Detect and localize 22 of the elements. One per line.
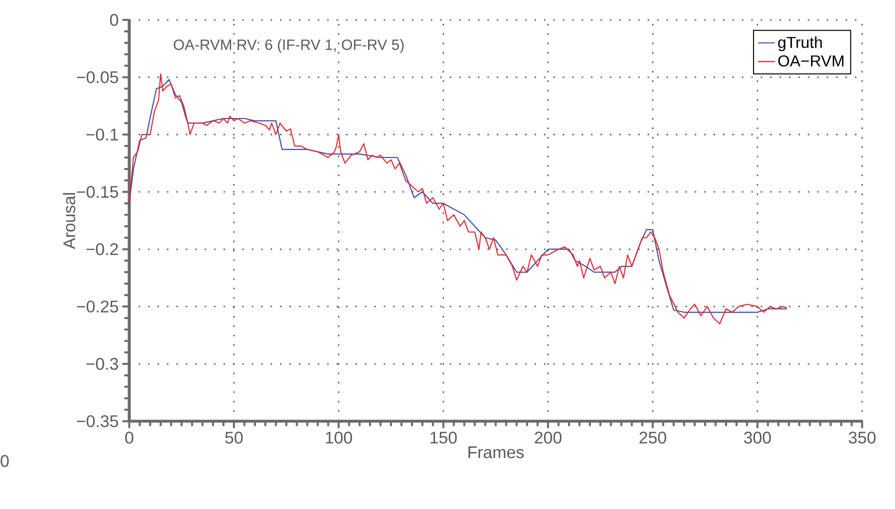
legend-label: OA−RVM <box>778 55 844 67</box>
y-tick-label: −0.3 <box>86 358 118 370</box>
x-tick-label: 200 <box>534 432 562 444</box>
text: 0 <box>0 455 9 468</box>
y-tick-label: −0.05 <box>76 71 118 84</box>
x-tick-label: 100 <box>326 432 352 444</box>
x-tick-label: 150 <box>430 432 457 444</box>
y-tick-label: 0 <box>110 14 118 26</box>
legend-label: gTruth <box>778 36 822 52</box>
y-tick-label: −0.2 <box>86 243 118 256</box>
y-tick-label: −0.1 <box>86 128 118 141</box>
y-tick-label: −0.15 <box>76 186 118 198</box>
y-axis-title: Arousal <box>62 193 76 250</box>
x-tick-label: 50 <box>225 432 243 444</box>
x-axis-title: Frames <box>468 446 524 458</box>
x-tick-label: 300 <box>744 432 771 444</box>
y-tick-label: −0.25 <box>76 300 118 313</box>
x-tick-label: 350 <box>848 432 876 444</box>
annotation: OA-RVM RV: 6 (IF-RV 1, OF-RV 5) <box>174 39 404 53</box>
y-tick-label: −0.35 <box>76 415 118 428</box>
x-tick-label: 0 <box>125 432 134 444</box>
x-tick-label: 250 <box>640 432 666 444</box>
